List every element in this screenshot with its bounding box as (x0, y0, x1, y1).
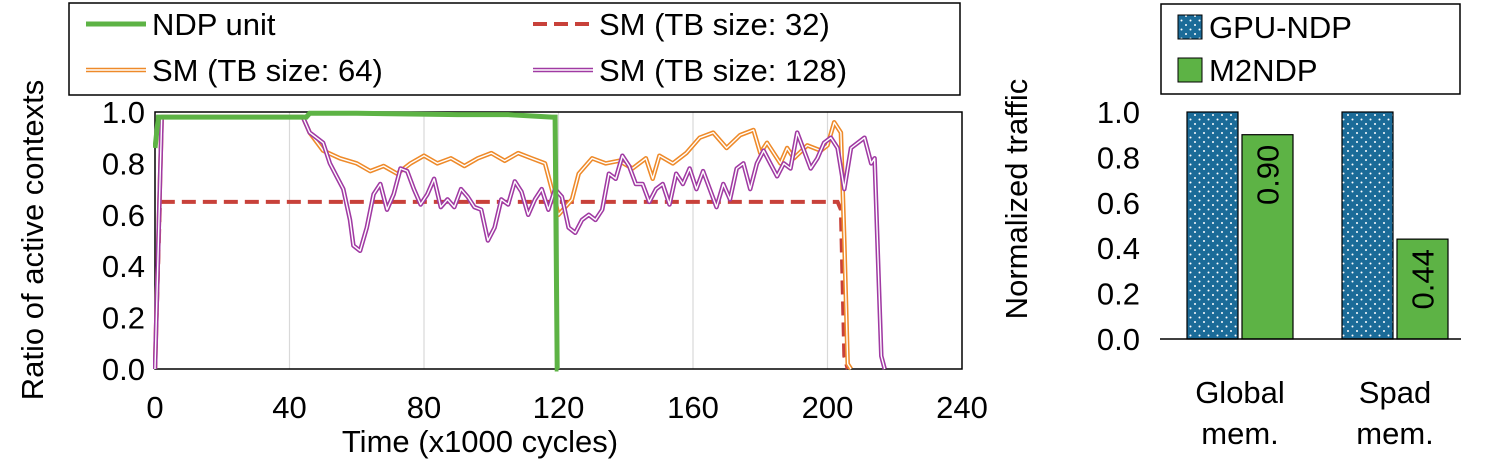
bar-y-tick-label-0-8: 0.8 (1097, 140, 1140, 175)
series-sm-tb-size-128 (153, 114, 887, 370)
bar-legend-swatch-m2ndp (1177, 57, 1203, 83)
bar-legend: GPU-NDP M2NDP (1160, 3, 1461, 95)
x-tick-label-200: 200 (802, 390, 854, 425)
series-sm-tb-size-64 (153, 114, 853, 371)
x-axis-label: Time (x1000 cycles) (342, 424, 618, 459)
legend: NDP unit SM (TB size: 32) SM (TB size: 64)… (68, 2, 961, 96)
legend-label-sm-tb-size-64: SM (TB size: 64) (152, 53, 383, 88)
series-line-ndp-unit (153, 110, 560, 372)
series-line-core-sm-tb-size-128 (154, 116, 886, 370)
y-tick-label-1-0: 1.0 (102, 95, 145, 130)
bar-y-tick-label-1-0: 1.0 (1097, 95, 1140, 130)
bar-legend-swatch-gpu-ndp (1177, 14, 1203, 40)
bar-gpu-ndp-0 (1186, 111, 1239, 340)
category-label-1-line-0: Spad (1359, 375, 1431, 410)
legend-item-sm-tb-size-64: SM (TB size: 64) (86, 53, 383, 88)
bar-y-axis-label: Normalized traffic (999, 79, 1034, 320)
x-tick-label-160: 160 (667, 390, 719, 425)
legend-label-sm-tb-size-128: SM (TB size: 128) (599, 53, 847, 88)
bar-m2ndp-1 (1396, 238, 1449, 340)
line-chart: 0 40 80 120 160 200 240 0.0 0.2 0.4 0.6 0.8 1.0 Time … (15, 2, 988, 459)
y-tick-label-0-6: 0.6 (102, 198, 145, 233)
category-label-1-line-1: mem. (1356, 416, 1434, 451)
x-tick-label-40: 40 (272, 390, 306, 425)
series-ndp-unit (153, 110, 560, 372)
y-tick-label-0-0: 0.0 (102, 352, 145, 387)
series-sm-tb-size-32 (153, 199, 850, 370)
bar-y-tick-label-0-0: 0.0 (1097, 322, 1140, 357)
x-tick-label-120: 120 (533, 390, 585, 425)
category-label-0-line-0: Global (1195, 375, 1285, 410)
bar-m2ndp-0 (1241, 134, 1294, 340)
bar-data-label-m2ndp-0: 0.90 (1251, 145, 1286, 205)
x-tick-label-0: 0 (146, 390, 163, 425)
bar-legend-label-gpu-ndp: GPU-NDP (1209, 10, 1352, 45)
bar-chart: 0.0 0.2 0.4 0.6 0.8 1.0 Normalized traffic 0.90… (999, 3, 1461, 451)
legend-item-ndp-unit: NDP unit (86, 7, 276, 42)
series-line-sm-tb-size-64 (153, 114, 853, 371)
y-tick-label-0-2: 0.2 (102, 301, 145, 336)
y-tick-label-0-4: 0.4 (102, 249, 145, 284)
y-axis-label: Ratio of active contexts (15, 80, 50, 401)
bar-legend-frame (1160, 3, 1461, 95)
bar-y-tick-label-0-2: 0.2 (1097, 277, 1140, 312)
legend-label-sm-tb-size-32: SM (TB size: 32) (599, 7, 830, 42)
legend-frame (68, 2, 961, 96)
y-tick-label-0-8: 0.8 (102, 146, 145, 181)
bar-legend-label-m2ndp: M2NDP (1209, 53, 1318, 88)
series-line-core-sm-tb-size-64 (154, 116, 852, 370)
x-tick-label-240: 240 (936, 390, 988, 425)
legend-item-sm-tb-size-32: SM (TB size: 32) (533, 7, 830, 42)
bar-gpu-ndp-1 (1341, 111, 1394, 340)
x-tick-label-80: 80 (407, 390, 441, 425)
bar-y-tick-label-0-6: 0.6 (1097, 186, 1140, 221)
legend-item-sm-tb-size-128: SM (TB size: 128) (533, 53, 847, 88)
legend-label-ndp-unit: NDP unit (152, 7, 276, 42)
bar-y-tick-label-0-4: 0.4 (1097, 231, 1140, 266)
series-line-sm-tb-size-32 (153, 199, 850, 370)
category-label-0-line-1: mem. (1201, 416, 1279, 451)
bar-data-label-m2ndp-1: 0.44 (1406, 249, 1441, 309)
